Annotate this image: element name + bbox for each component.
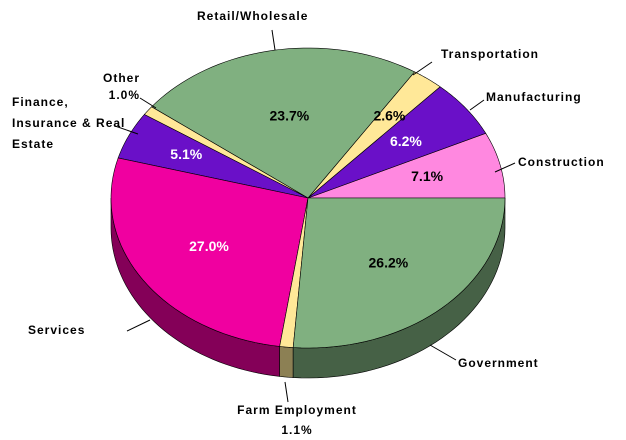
- category-label: Government: [458, 356, 539, 370]
- leader-line: [412, 61, 433, 76]
- slice: [292, 197, 506, 349]
- leader-line: [284, 381, 289, 403]
- category-label: Services: [28, 323, 86, 337]
- category-label: Manufacturing: [486, 90, 582, 104]
- slice: [143, 106, 309, 199]
- slice: [307, 71, 441, 199]
- value-label: 23.7%: [270, 107, 310, 123]
- leader-line: [126, 319, 151, 332]
- category-label: Transportation: [441, 47, 540, 61]
- value-label: 1.1%: [281, 423, 313, 437]
- slice-side: [279, 346, 294, 378]
- slice: [279, 197, 309, 348]
- leader-line: [114, 125, 139, 135]
- value-label: 1.0%: [108, 88, 140, 102]
- slice: [117, 114, 309, 199]
- leader-line: [429, 344, 457, 361]
- slice: [307, 132, 506, 199]
- category-label: Farm Employment: [237, 403, 357, 417]
- leader-line: [469, 99, 485, 111]
- value-label: 27.0%: [189, 238, 229, 254]
- slice: [151, 47, 416, 199]
- slice: [110, 157, 309, 347]
- value-label: 2.6%: [373, 108, 405, 124]
- category-label: Construction: [518, 155, 605, 169]
- category-label: Retail/Wholesale: [197, 9, 309, 23]
- leader-line: [494, 162, 516, 173]
- category-label: Other: [102, 71, 140, 85]
- value-label: 6.2%: [390, 133, 422, 149]
- value-label: 7.1%: [411, 168, 443, 184]
- category-label: Finance, Insurance & Real Estate: [12, 95, 126, 151]
- value-label: 26.2%: [369, 255, 409, 271]
- leader-line: [139, 97, 157, 109]
- leader-line: [271, 29, 276, 51]
- slice: [307, 86, 487, 199]
- value-label: 5.1%: [170, 146, 202, 162]
